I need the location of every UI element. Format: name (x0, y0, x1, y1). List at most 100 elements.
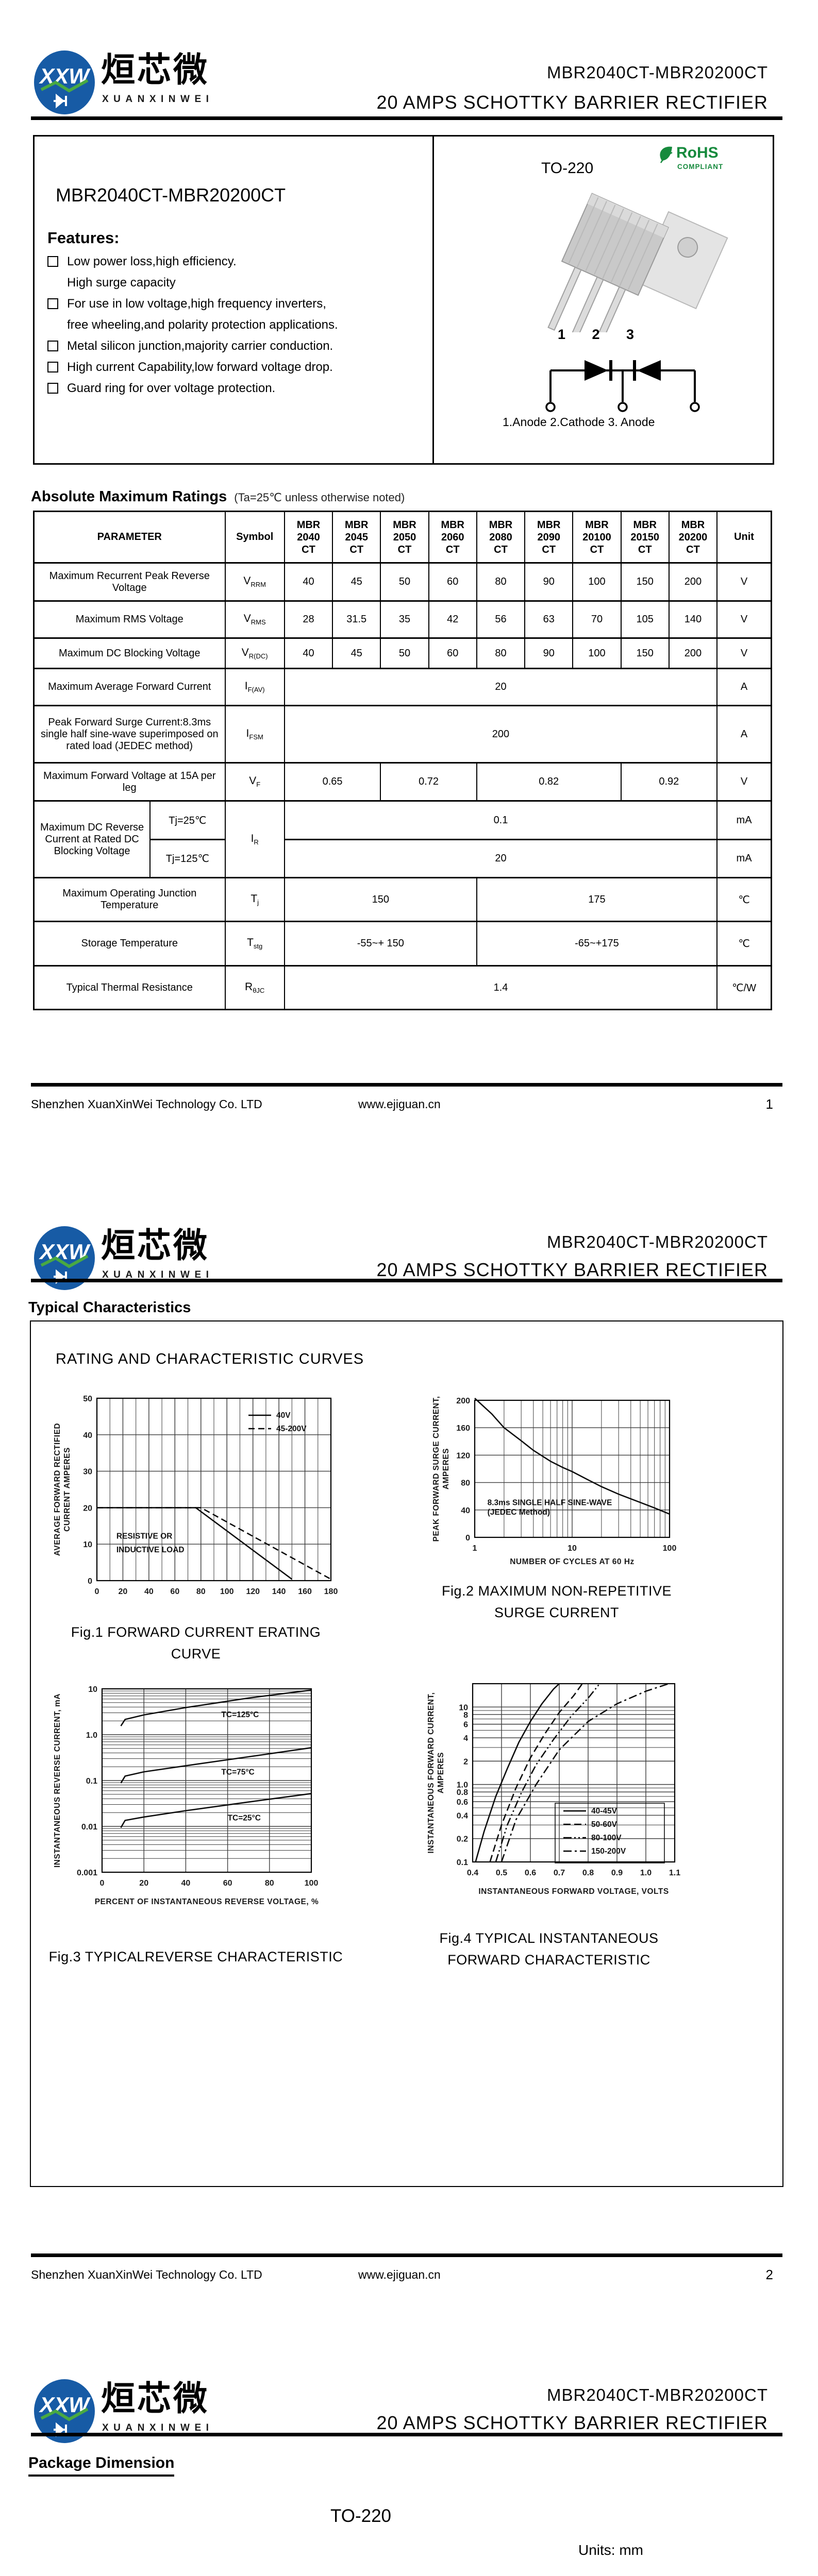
header-rule (31, 116, 782, 120)
feature-text: High current Capability,low forward volt… (67, 360, 333, 374)
svg-text:RESISTIVE OR: RESISTIVE OR (116, 1532, 173, 1541)
value-cell: 80 (476, 637, 526, 669)
table-row: Maximum DC Reverse Current at Rated DC B… (33, 800, 772, 878)
svg-text:50: 50 (83, 1395, 92, 1403)
param-cell: Maximum Average Forward Current (33, 668, 226, 706)
svg-text:INSTANTANEOUS REVERSE CURRENT,: INSTANTANEOUS REVERSE CURRENT, mA (53, 1693, 62, 1868)
header-subtitle: 20 AMPS SCHOTTKY BARRIER RECTIFIER (376, 92, 768, 113)
svg-text:INSTANTANEOUS FORWARD VOLTAGE,: INSTANTANEOUS FORWARD VOLTAGE, VOLTS (478, 1887, 669, 1896)
svg-text:TC=125°C: TC=125°C (221, 1710, 259, 1719)
symbol-cell: VR(DC) (224, 637, 285, 669)
svg-text:20: 20 (139, 1879, 148, 1888)
value-cell: 200 (668, 637, 718, 669)
col-header: Unit (716, 511, 772, 564)
value-cell: 40 (283, 562, 333, 602)
unit-cell: ℃/W (716, 965, 772, 1010)
svg-text:0.1: 0.1 (457, 1858, 468, 1867)
value-cell: 20 (283, 668, 718, 706)
fig3-caption: Fig.3 TYPICALREVERSE CHARACTERISTIC (48, 1949, 343, 1964)
svg-text:200: 200 (456, 1397, 470, 1405)
svg-text:0.4: 0.4 (457, 1811, 468, 1820)
svg-text:0.1: 0.1 (86, 1777, 97, 1786)
table-header-row: PARAMETER Symbol MBR 2040 CT MBR 2045 CT MBR… (33, 511, 772, 564)
col-header: MBR 20200 CT (668, 511, 718, 564)
feature-item: High surge capacity (67, 276, 419, 290)
svg-text:80: 80 (196, 1587, 206, 1596)
value-cell: 1.4 (283, 965, 718, 1010)
diode-schematic (545, 360, 700, 412)
company-name-en: XUANXINWEI (102, 1269, 214, 1280)
svg-text:60: 60 (223, 1879, 232, 1888)
company-name-cn: 烜芯微 (101, 2379, 209, 2417)
param-cell: Maximum Recurrent Peak Reverse Voltage (33, 562, 226, 602)
value-cell: 90 (524, 562, 574, 602)
value-cell: 45 (332, 637, 381, 669)
checkbox-icon (47, 341, 58, 351)
feature-item: free wheeling,and polarity protection ap… (67, 318, 419, 332)
header-part-range: MBR2040CT-MBR20200CT (547, 2385, 768, 2404)
feature-item: Low power loss,high efficiency. (47, 255, 419, 269)
svg-text:INSTANTANEOUS FORWARD CURRENT,: INSTANTANEOUS FORWARD CURRENT, (427, 1692, 436, 1854)
value-cell: 0.82 (476, 762, 622, 802)
value-cell: -55~+ 150 (283, 921, 477, 967)
param-cell: Typical Thermal Resistance (33, 965, 226, 1010)
footer-website: www.ejiguan.cn (358, 1097, 441, 1111)
fig4-caption: Fig.4 TYPICAL INSTANTANEOUS FORWARD CHAR… (439, 1930, 659, 1968)
symbol-cell: IF(AV) (224, 668, 285, 706)
unit-cell: A (716, 705, 772, 764)
curves-title: RATING AND CHARACTERISTIC CURVES (56, 1351, 364, 1367)
part-title: MBR2040CT-MBR20200CT (56, 184, 286, 206)
curves-box (30, 1320, 783, 2187)
company-logo: XXW (32, 49, 99, 116)
value-cell: 105 (620, 600, 670, 639)
svg-text:8.3ms SINGLE HALF SINE-WAVE: 8.3ms SINGLE HALF SINE-WAVE (488, 1498, 612, 1507)
svg-text:150-200V: 150-200V (591, 1847, 626, 1856)
symbol-cell: VRMS (224, 600, 285, 639)
param-cell: Maximum DC Blocking Voltage (33, 637, 226, 669)
value-cell: 150 (283, 877, 477, 922)
company-name-cn: 烜芯微 (101, 1226, 209, 1264)
company-name-en: XUANXINWEI (102, 2422, 214, 2433)
value-cell: 31.5 (332, 600, 381, 639)
features-list: Low power loss,high efficiency. High sur… (47, 255, 419, 402)
svg-text:40: 40 (144, 1587, 154, 1596)
svg-text:180: 180 (324, 1587, 338, 1596)
svg-text:0.5: 0.5 (496, 1869, 507, 1877)
condition-cell: Tj=25℃ (149, 800, 226, 840)
fig2-caption: Fig.2 MAXIMUM NON-REPETITIVE SURGE CURRE… (441, 1583, 672, 1620)
condition-cell: Tj=125℃ (149, 839, 226, 878)
svg-text:0.9: 0.9 (611, 1869, 623, 1877)
value-cell: 200 (668, 562, 718, 602)
pin-numbers: 1 2 3 (558, 327, 646, 342)
unit-cell: mA (716, 839, 772, 878)
company-name-cn: 烜芯微 (101, 50, 209, 89)
value-cell: 140 (668, 600, 718, 639)
unit-cell: ℃ (716, 877, 772, 922)
value-cell: 28 (283, 600, 333, 639)
svg-text:60: 60 (170, 1587, 179, 1596)
svg-text:8: 8 (463, 1711, 468, 1720)
svg-text:1: 1 (473, 1544, 477, 1553)
svg-text:1.0: 1.0 (86, 1731, 97, 1740)
value-cell: 70 (572, 600, 622, 639)
company-name-en: XUANXINWEI (102, 94, 214, 105)
svg-text:NUMBER OF CYCLES AT 60 Hz: NUMBER OF CYCLES AT 60 Hz (510, 1557, 635, 1566)
svg-text:45-200V: 45-200V (276, 1425, 307, 1433)
svg-text:140: 140 (272, 1587, 286, 1596)
table-row: Maximum DC Blocking Voltage VR(DC) 40 45… (33, 637, 772, 669)
table-row: Maximum Forward Voltage at 15A per leg V… (33, 762, 772, 802)
svg-text:40: 40 (83, 1431, 92, 1440)
value-cell: 150 (620, 562, 670, 602)
col-header: MBR 2060 CT (428, 511, 477, 564)
svg-text:1.1: 1.1 (669, 1869, 680, 1877)
col-header: MBR 2050 CT (380, 511, 429, 564)
header-subtitle: 20 AMPS SCHOTTKY BARRIER RECTIFIER (376, 1259, 768, 1280)
fig1-caption: Fig.1 FORWARD CURRENT ERATING CURVE (71, 1624, 321, 1662)
svg-text:120: 120 (456, 1451, 470, 1460)
svg-text:80: 80 (461, 1479, 470, 1488)
svg-text:AMPERES: AMPERES (442, 1448, 450, 1489)
feature-text: For use in low voltage,high frequency in… (67, 297, 326, 311)
value-cell: 80 (476, 562, 526, 602)
value-cell: 100 (572, 637, 622, 669)
fig2-chart: 1 10 100 0 40 80 120 160 200 NUMBER OF CYCLES AT … (432, 1396, 676, 1566)
